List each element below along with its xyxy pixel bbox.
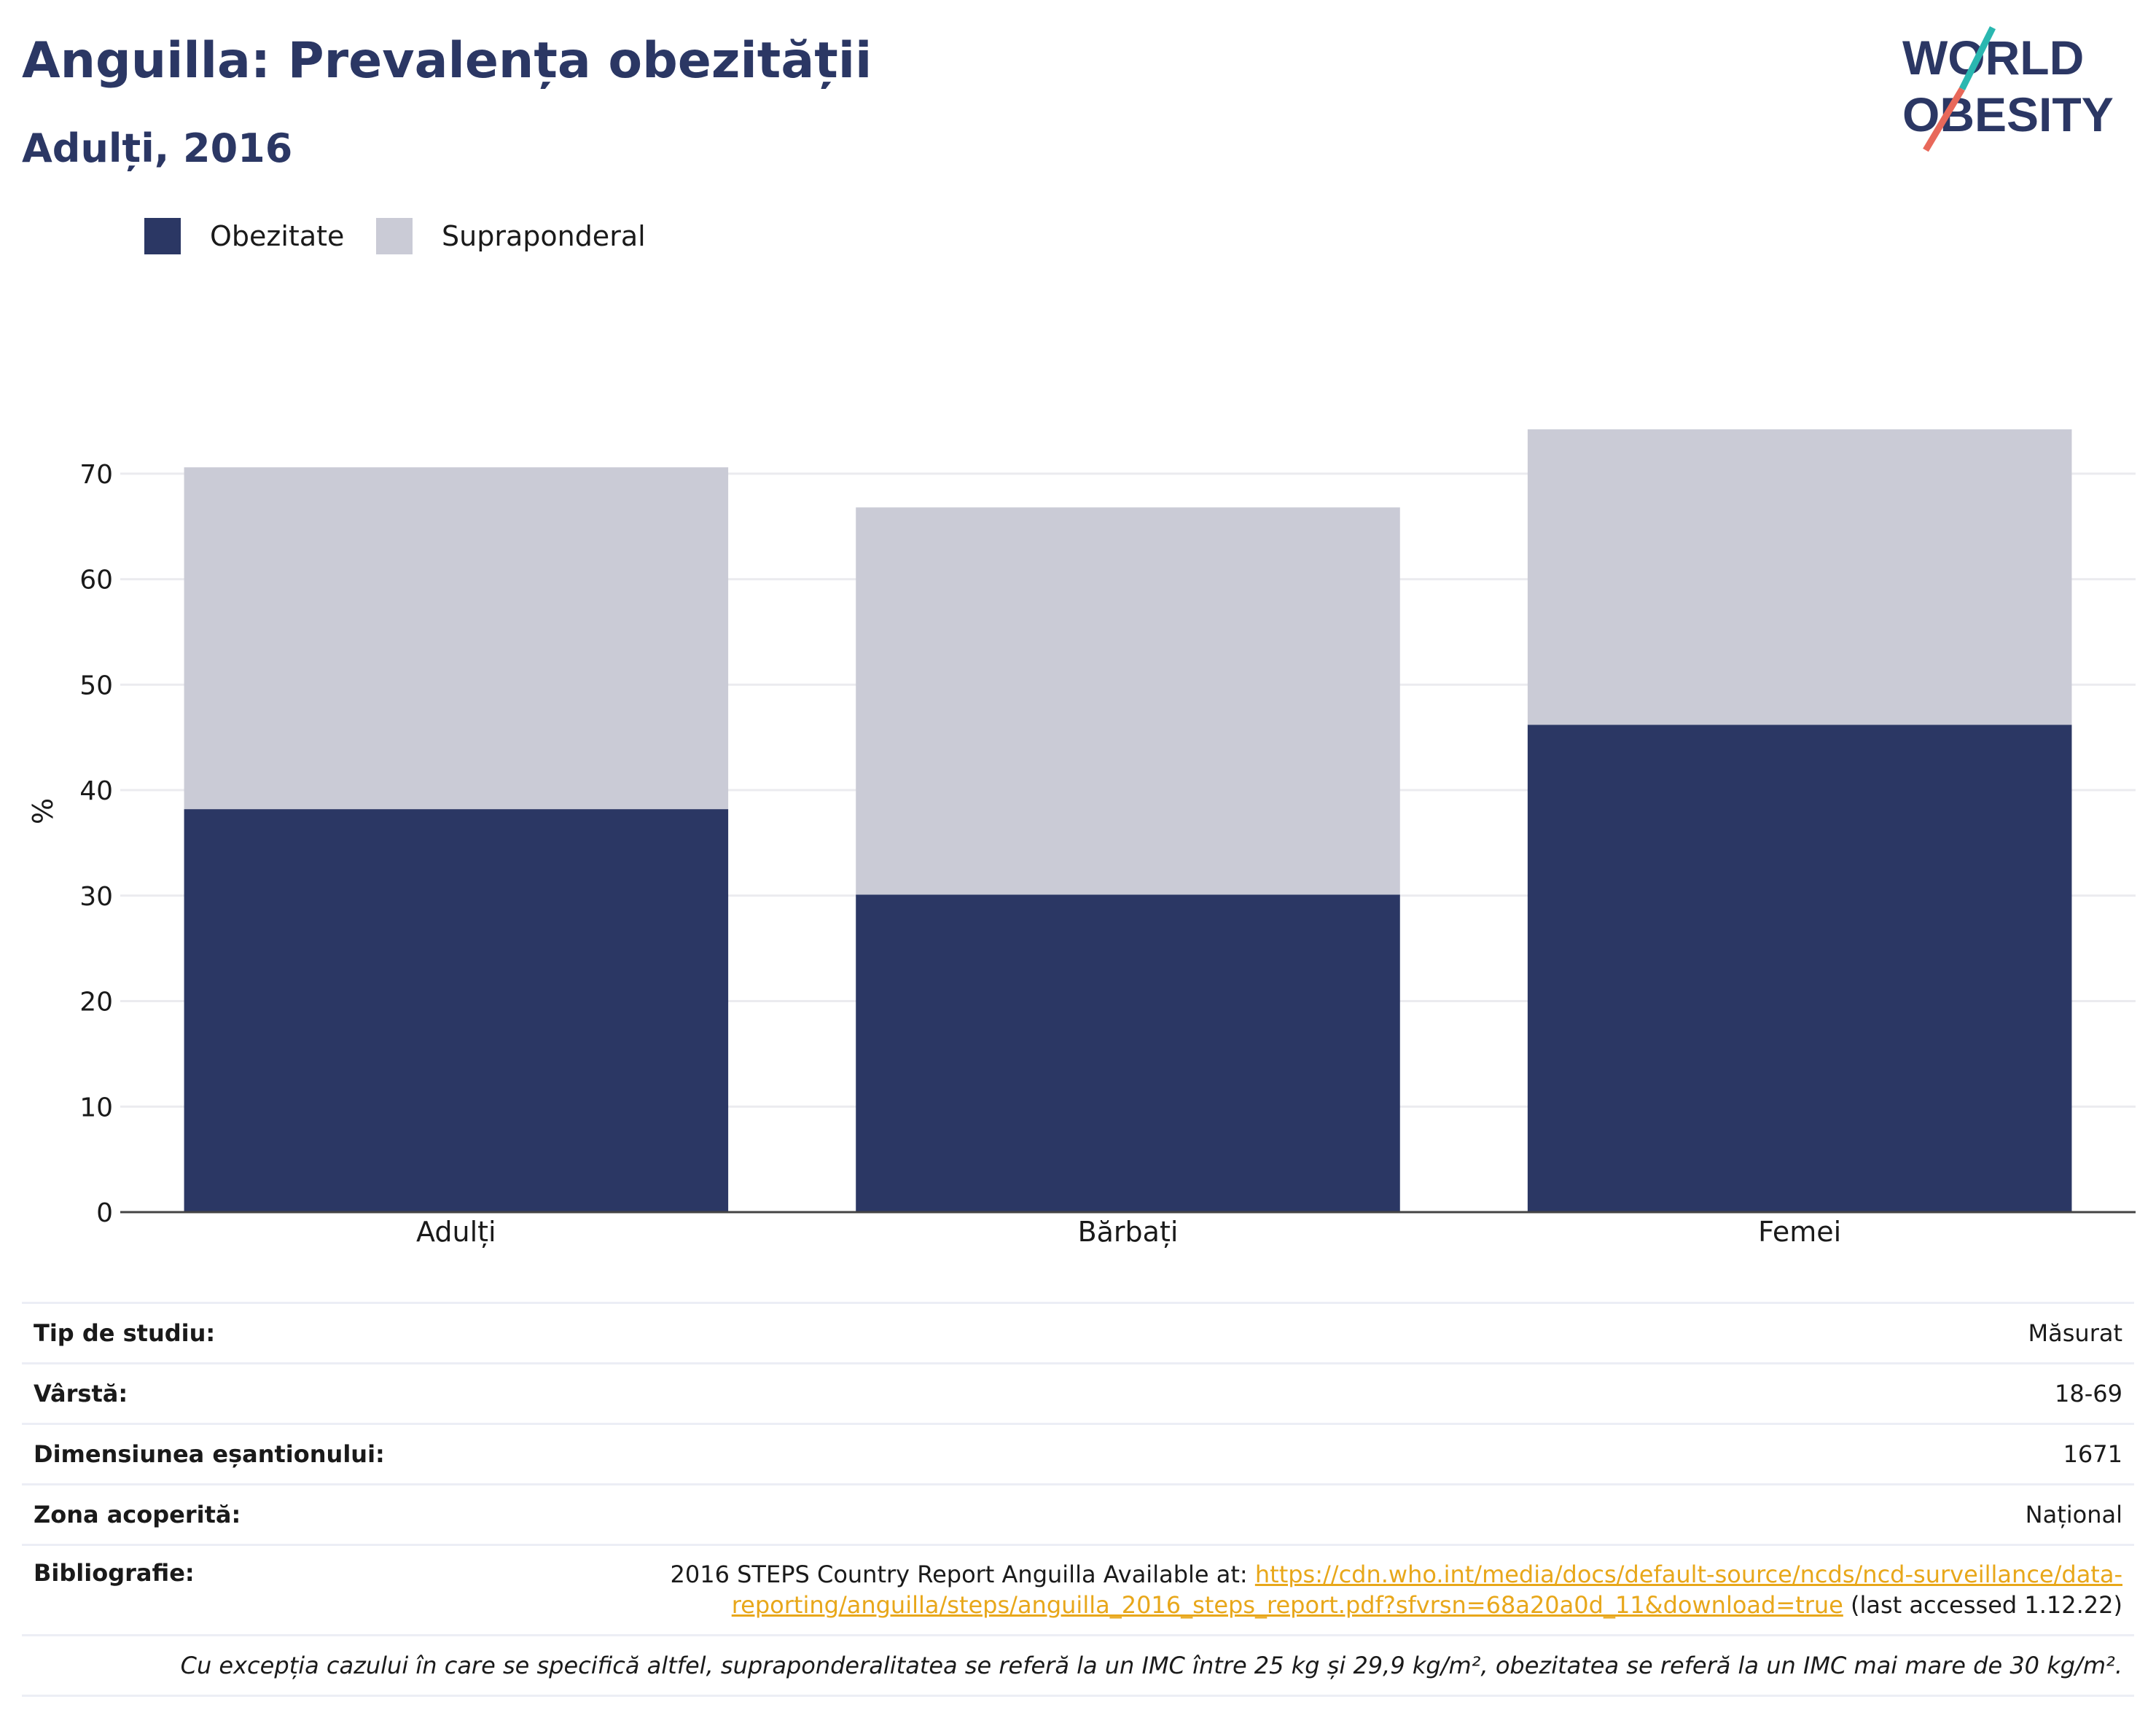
area-label: Zona acoperită: [34,1501,241,1528]
info-row-area: Zona acoperită: Național [22,1483,2134,1544]
bar-obesity-0 [184,809,729,1212]
y-axis-title: % [27,798,59,824]
bibliography-value: 2016 STEPS Country Report Anguilla Avail… [446,1559,2123,1620]
study-type-label: Tip de studiu: [34,1319,216,1347]
info-row-age: Vârstă: 18-69 [22,1362,2134,1423]
sample-size-value: 1671 [2063,1440,2122,1468]
stacked-bar-chart: 0 10 20 30 40 50 60 70% Adulți Bărbați Femei [27,429,2136,1248]
logo-word-world: WORLD [1902,31,2084,85]
y-tick-label-70: 70 [79,460,113,490]
sample-size-label: Dimensiunea eșantionului: [34,1440,385,1468]
legend-label-overweight: Supraponderal [442,220,646,252]
bibliography-label: Bibliografie: [34,1559,195,1587]
world-obesity-logo: WORLD OBESITY [1902,26,2114,152]
age-value: 18-69 [2055,1380,2122,1407]
info-row-study-type: Tip de studiu: Măsurat [22,1302,2134,1362]
bar-overweight-1 [856,507,1400,895]
legend-swatch-obesity [144,218,181,254]
x-tick-label-2: Femei [1758,1216,1841,1248]
y-tick-label-10: 10 [79,1093,113,1122]
age-label: Vârstă: [34,1380,128,1407]
info-row-bibliography: Bibliografie: 2016 STEPS Country Report … [22,1544,2134,1634]
legend-item-overweight: Supraponderal [376,217,646,255]
logo-slash-bottom [1923,87,1965,152]
bibliography-suffix: (last accessed 1.12.22) [1843,1591,2122,1619]
y-tick-label-20: 20 [79,988,113,1018]
study-type-value: Măsurat [2028,1319,2122,1347]
y-tick-label-60: 60 [79,566,113,595]
logo-slash-top [1958,26,1996,91]
study-info-table: Tip de studiu: Măsurat Vârstă: 18-69 Dim… [22,1302,2134,1697]
area-value: Național [2025,1501,2122,1528]
bar-overweight-0 [184,467,729,810]
bar-obesity-2 [1527,725,2072,1212]
y-tick-label-0: 0 [96,1198,113,1228]
info-row-sample-size: Dimensiunea eșantionului: 1671 [22,1423,2134,1483]
y-tick-label-30: 30 [79,882,113,912]
x-tick-label-0: Adulți [416,1216,496,1248]
page-subtitle: Adulți, 2016 [22,125,293,171]
legend-item-obesity: Obezitate [144,217,344,255]
bar-overweight-2 [1527,429,2072,725]
y-tick-label-50: 50 [79,671,113,700]
bar-obesity-1 [856,894,1400,1212]
page-title: Anguilla: Prevalența obezității [22,32,872,90]
legend-label-obesity: Obezitate [210,220,345,252]
bibliography-prefix: 2016 STEPS Country Report Anguilla Avail… [670,1561,1255,1588]
legend-swatch-overweight [376,218,413,254]
y-tick-label-40: 40 [79,776,113,806]
definition-note: Cu excepția cazului în care se specifică… [22,1634,2134,1697]
bibliography-link[interactable]: https://cdn.who.int/media/docs/default-s… [731,1561,2122,1619]
x-tick-label-1: Bărbați [1078,1216,1179,1248]
